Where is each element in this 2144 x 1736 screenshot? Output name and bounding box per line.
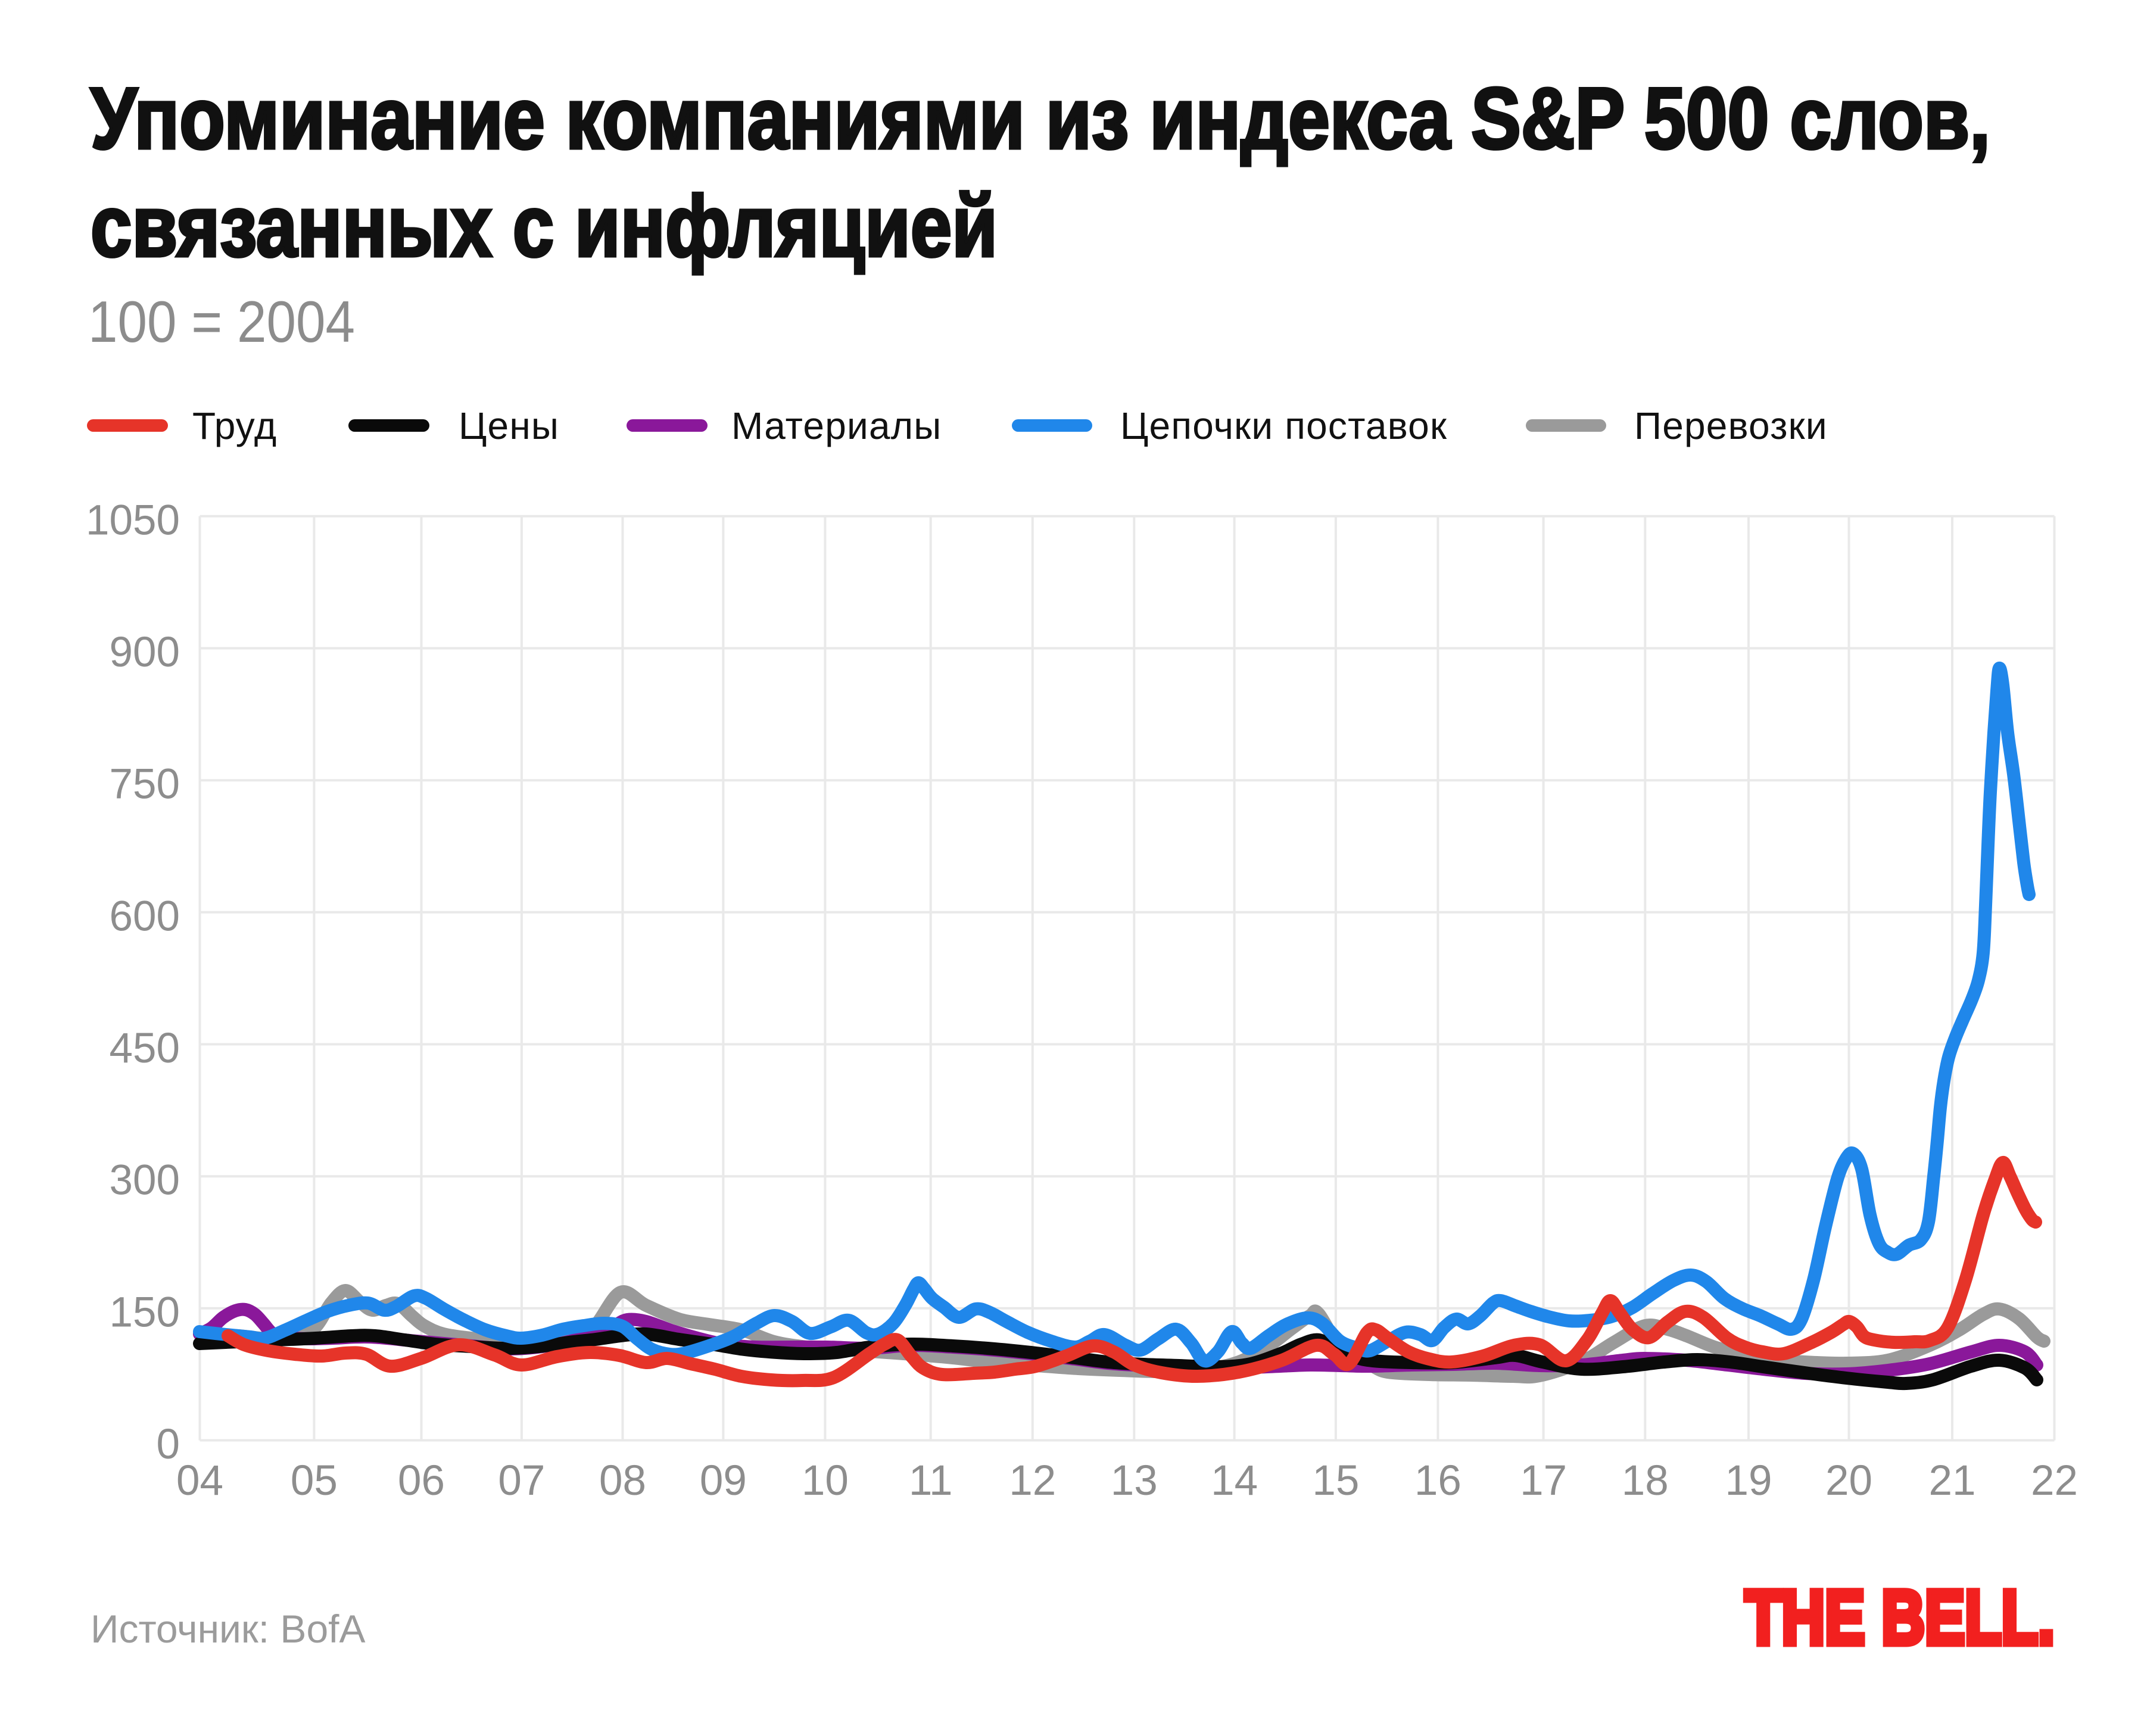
svg-text:900: 900 [110, 629, 180, 676]
svg-text:Цепочки поставок: Цепочки поставок [1120, 404, 1447, 447]
svg-text:600: 600 [110, 893, 180, 940]
svg-text:Труд: Труд [192, 404, 277, 447]
svg-text:Источник: BofA: Источник: BofA [91, 1607, 366, 1651]
svg-text:Перевозки: Перевозки [1634, 404, 1828, 447]
svg-text:06: 06 [398, 1457, 445, 1504]
svg-text:08: 08 [599, 1457, 646, 1504]
svg-text:17: 17 [1520, 1457, 1567, 1504]
svg-text:THE BELL.: THE BELL. [1745, 1575, 2055, 1660]
svg-text:1050: 1050 [86, 497, 180, 544]
svg-text:21: 21 [1929, 1457, 1976, 1504]
svg-text:связанных с инфляцией: связанных с инфляцией [91, 177, 998, 275]
svg-text:450: 450 [110, 1025, 180, 1072]
svg-text:100 = 2004: 100 = 2004 [88, 289, 355, 354]
svg-text:13: 13 [1111, 1457, 1158, 1504]
svg-text:09: 09 [700, 1457, 747, 1504]
svg-text:19: 19 [1725, 1457, 1772, 1504]
svg-text:Материалы: Материалы [731, 404, 942, 447]
svg-text:22: 22 [2031, 1457, 2078, 1504]
svg-text:07: 07 [498, 1457, 545, 1504]
svg-text:12: 12 [1009, 1457, 1056, 1504]
svg-text:11: 11 [909, 1457, 953, 1504]
svg-text:300: 300 [110, 1157, 180, 1204]
svg-text:15: 15 [1312, 1457, 1359, 1504]
svg-text:20: 20 [1825, 1457, 1872, 1504]
svg-text:Упоминание компаниями из индек: Упоминание компаниями из индекса S&P 500… [91, 70, 1990, 167]
svg-text:18: 18 [1622, 1457, 1669, 1504]
svg-text:05: 05 [291, 1457, 338, 1504]
svg-text:750: 750 [110, 761, 180, 808]
svg-text:150: 150 [110, 1289, 180, 1336]
svg-text:16: 16 [1414, 1457, 1461, 1504]
svg-text:14: 14 [1211, 1457, 1258, 1504]
svg-text:10: 10 [802, 1457, 849, 1504]
svg-text:04: 04 [176, 1457, 223, 1504]
svg-text:Цены: Цены [459, 404, 559, 447]
svg-text:0: 0 [157, 1421, 180, 1468]
